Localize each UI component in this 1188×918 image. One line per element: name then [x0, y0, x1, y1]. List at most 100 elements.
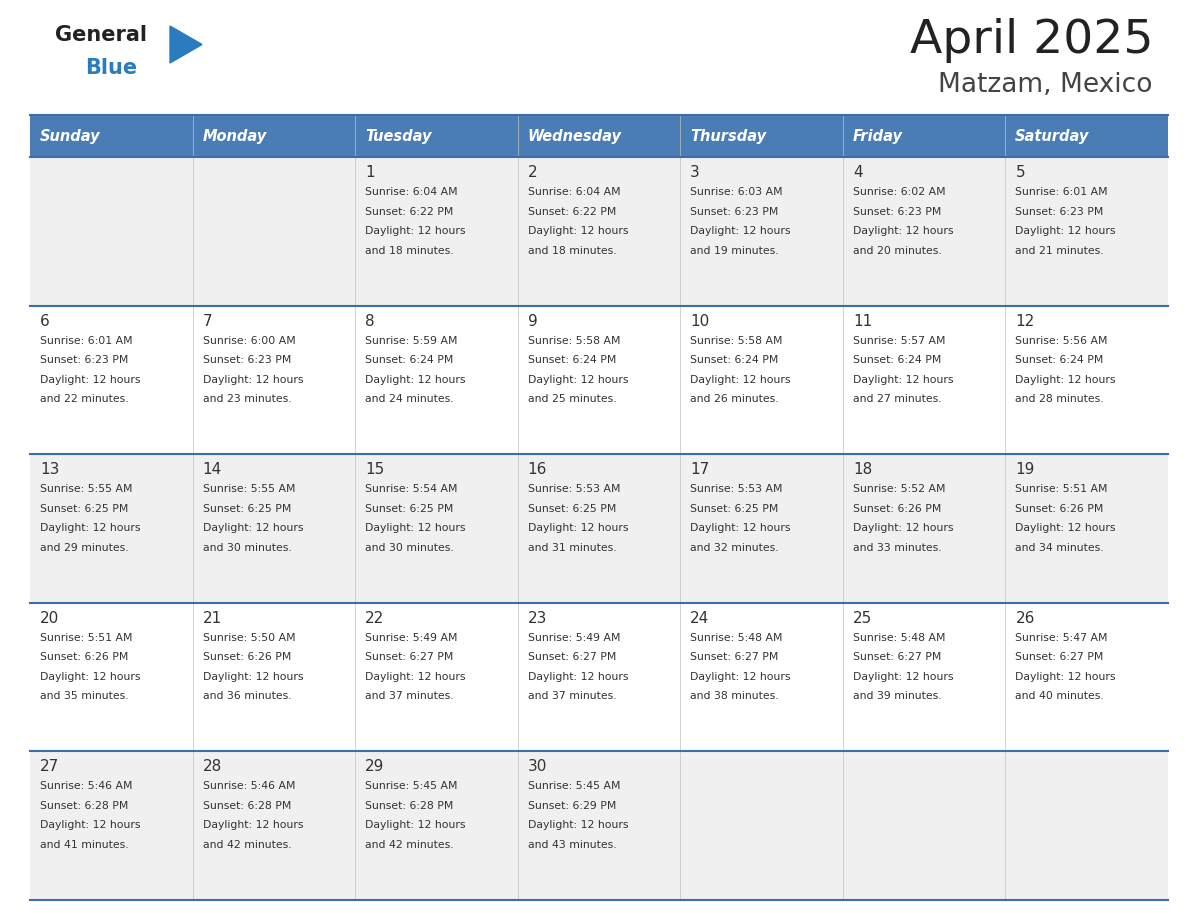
Text: Monday: Monday: [202, 129, 266, 143]
Bar: [1005, 454, 1168, 603]
Text: and 32 minutes.: and 32 minutes.: [690, 543, 779, 553]
Text: Daylight: 12 hours: Daylight: 12 hours: [527, 821, 628, 831]
Text: Sunrise: 5:46 AM: Sunrise: 5:46 AM: [203, 781, 295, 791]
Text: Friday: Friday: [853, 129, 903, 143]
Bar: [1005, 603, 1168, 752]
Text: 25: 25: [853, 610, 872, 626]
Text: Sunrise: 5:46 AM: Sunrise: 5:46 AM: [40, 781, 133, 791]
Bar: [192, 306, 355, 454]
Text: Sunset: 6:22 PM: Sunset: 6:22 PM: [365, 207, 454, 217]
Bar: [518, 454, 681, 603]
Text: Daylight: 12 hours: Daylight: 12 hours: [853, 672, 953, 682]
Text: 9: 9: [527, 314, 537, 329]
Text: Sunset: 6:28 PM: Sunset: 6:28 PM: [40, 800, 128, 811]
Bar: [355, 157, 518, 306]
Bar: [192, 603, 355, 752]
Text: Sunset: 6:24 PM: Sunset: 6:24 PM: [527, 355, 617, 365]
Text: 13: 13: [40, 462, 59, 477]
Text: 8: 8: [365, 314, 374, 329]
Text: Sunrise: 5:47 AM: Sunrise: 5:47 AM: [1016, 633, 1108, 643]
Text: Sunrise: 5:54 AM: Sunrise: 5:54 AM: [365, 484, 457, 494]
Text: Daylight: 12 hours: Daylight: 12 hours: [365, 672, 466, 682]
Text: Daylight: 12 hours: Daylight: 12 hours: [1016, 375, 1116, 385]
Text: Sunset: 6:24 PM: Sunset: 6:24 PM: [853, 355, 941, 365]
Text: Sunrise: 5:59 AM: Sunrise: 5:59 AM: [365, 336, 457, 345]
Text: 5: 5: [1016, 165, 1025, 180]
Text: 22: 22: [365, 610, 385, 626]
Bar: [192, 115, 355, 157]
Text: Sunset: 6:25 PM: Sunset: 6:25 PM: [40, 504, 128, 514]
Text: Sunset: 6:25 PM: Sunset: 6:25 PM: [690, 504, 778, 514]
Text: 26: 26: [1016, 610, 1035, 626]
Text: Daylight: 12 hours: Daylight: 12 hours: [203, 523, 303, 533]
Text: Sunset: 6:27 PM: Sunset: 6:27 PM: [690, 653, 778, 662]
Text: Sunday: Sunday: [39, 129, 100, 143]
Text: Sunset: 6:25 PM: Sunset: 6:25 PM: [365, 504, 454, 514]
Bar: [518, 157, 681, 306]
Bar: [681, 752, 842, 900]
Text: and 30 minutes.: and 30 minutes.: [365, 543, 454, 553]
Text: and 31 minutes.: and 31 minutes.: [527, 543, 617, 553]
Text: Wednesday: Wednesday: [527, 129, 621, 143]
Text: Sunrise: 5:55 AM: Sunrise: 5:55 AM: [203, 484, 295, 494]
Text: and 24 minutes.: and 24 minutes.: [365, 394, 454, 404]
Text: Sunset: 6:23 PM: Sunset: 6:23 PM: [203, 355, 291, 365]
Bar: [30, 752, 192, 900]
Text: Sunset: 6:23 PM: Sunset: 6:23 PM: [690, 207, 778, 217]
Text: Sunrise: 6:04 AM: Sunrise: 6:04 AM: [365, 187, 457, 197]
Text: Daylight: 12 hours: Daylight: 12 hours: [203, 375, 303, 385]
Text: 19: 19: [1016, 462, 1035, 477]
Text: Sunset: 6:24 PM: Sunset: 6:24 PM: [365, 355, 454, 365]
Text: Daylight: 12 hours: Daylight: 12 hours: [853, 523, 953, 533]
Bar: [681, 115, 842, 157]
Text: Sunset: 6:22 PM: Sunset: 6:22 PM: [527, 207, 617, 217]
Bar: [192, 157, 355, 306]
Text: and 26 minutes.: and 26 minutes.: [690, 394, 779, 404]
Text: Sunrise: 5:56 AM: Sunrise: 5:56 AM: [1016, 336, 1108, 345]
Text: Daylight: 12 hours: Daylight: 12 hours: [40, 821, 140, 831]
Text: Sunset: 6:26 PM: Sunset: 6:26 PM: [1016, 504, 1104, 514]
Text: Sunrise: 5:48 AM: Sunrise: 5:48 AM: [853, 633, 946, 643]
Bar: [192, 752, 355, 900]
Text: Sunrise: 5:45 AM: Sunrise: 5:45 AM: [527, 781, 620, 791]
Bar: [1005, 157, 1168, 306]
Text: 1: 1: [365, 165, 374, 180]
Text: Sunset: 6:27 PM: Sunset: 6:27 PM: [1016, 653, 1104, 662]
Text: Sunrise: 5:45 AM: Sunrise: 5:45 AM: [365, 781, 457, 791]
Text: Daylight: 12 hours: Daylight: 12 hours: [1016, 226, 1116, 236]
Text: 27: 27: [40, 759, 59, 775]
Text: 21: 21: [203, 610, 222, 626]
Bar: [681, 306, 842, 454]
Bar: [842, 115, 1005, 157]
Text: and 28 minutes.: and 28 minutes.: [1016, 394, 1104, 404]
Text: Daylight: 12 hours: Daylight: 12 hours: [365, 375, 466, 385]
Text: Sunset: 6:25 PM: Sunset: 6:25 PM: [527, 504, 617, 514]
Bar: [355, 603, 518, 752]
Text: Sunrise: 5:52 AM: Sunrise: 5:52 AM: [853, 484, 946, 494]
Bar: [518, 603, 681, 752]
Text: Sunset: 6:23 PM: Sunset: 6:23 PM: [40, 355, 128, 365]
Text: Sunrise: 6:00 AM: Sunrise: 6:00 AM: [203, 336, 296, 345]
Text: Sunrise: 5:55 AM: Sunrise: 5:55 AM: [40, 484, 133, 494]
Bar: [192, 454, 355, 603]
Bar: [681, 454, 842, 603]
Text: Daylight: 12 hours: Daylight: 12 hours: [527, 226, 628, 236]
Text: Daylight: 12 hours: Daylight: 12 hours: [527, 375, 628, 385]
Bar: [518, 752, 681, 900]
Bar: [30, 157, 192, 306]
Text: Sunset: 6:23 PM: Sunset: 6:23 PM: [1016, 207, 1104, 217]
Text: 28: 28: [203, 759, 222, 775]
Text: Daylight: 12 hours: Daylight: 12 hours: [203, 672, 303, 682]
Text: Daylight: 12 hours: Daylight: 12 hours: [203, 821, 303, 831]
Text: Sunrise: 5:51 AM: Sunrise: 5:51 AM: [40, 633, 133, 643]
Bar: [30, 306, 192, 454]
Text: Thursday: Thursday: [690, 129, 766, 143]
Text: and 35 minutes.: and 35 minutes.: [40, 691, 128, 701]
Text: Daylight: 12 hours: Daylight: 12 hours: [527, 523, 628, 533]
Bar: [681, 603, 842, 752]
Text: April 2025: April 2025: [910, 18, 1154, 63]
Text: and 29 minutes.: and 29 minutes.: [40, 543, 128, 553]
Text: 30: 30: [527, 759, 548, 775]
Text: Daylight: 12 hours: Daylight: 12 hours: [690, 672, 791, 682]
Text: Daylight: 12 hours: Daylight: 12 hours: [40, 375, 140, 385]
